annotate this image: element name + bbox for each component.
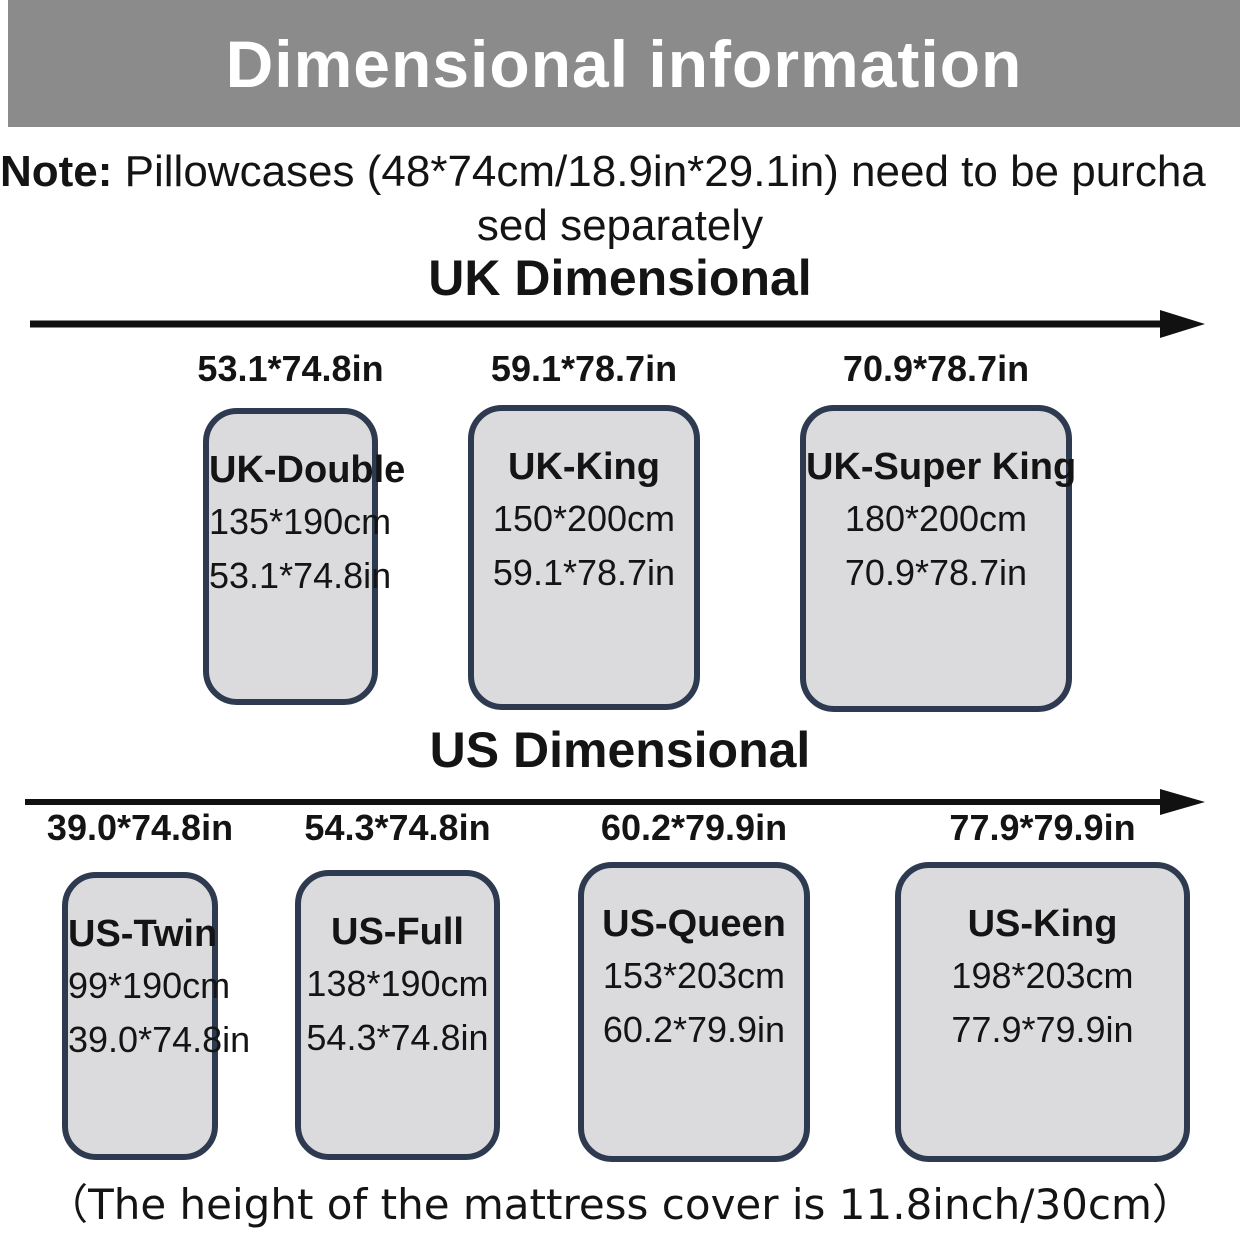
us-twin-size-label: 39.0*74.8in <box>46 807 234 848</box>
us-axis-arrow <box>25 789 1205 815</box>
us-section-title: US Dimensional <box>429 722 811 778</box>
us-queen-size-label: 60.2*79.9in <box>600 807 788 848</box>
note-text: Pillowcases (48*74cm/18.9in*29.1in) need… <box>112 147 1206 196</box>
uk-section-title: UK Dimensional <box>428 250 812 306</box>
us-twin-name: US-Twin <box>68 913 218 955</box>
us-full-cm: 138*190cm <box>306 963 489 1004</box>
us-full-box: US-Full 138*190cm 54.3*74.8in <box>295 870 500 1160</box>
uk-double-box: UK-Double 135*190cm 53.1*74.8in <box>203 408 406 705</box>
note-line-1: Note: Pillowcases (48*74cm/18.9in*29.1in… <box>0 146 1240 198</box>
us-king-inch: 77.9*79.9in <box>951 1009 1134 1050</box>
uk-king-name: UK-King <box>508 446 660 488</box>
uk-super-king-name: UK-Super King <box>806 446 1077 488</box>
us-queen-inch: 60.2*79.9in <box>602 1009 786 1050</box>
uk-super-king-size-label: 70.9*78.7in <box>842 348 1030 389</box>
uk-king-inch: 59.1*78.7in <box>492 552 676 593</box>
uk-super-king-cm: 180*200cm <box>844 498 1028 539</box>
page-title: Dimensional information <box>225 26 1023 101</box>
note-line-2: sed separately <box>476 201 764 250</box>
us-king-cm: 198*203cm <box>951 955 1134 996</box>
us-queen-name: US-Queen <box>602 903 786 945</box>
uk-double-size-label: 53.1*74.8in <box>197 348 384 389</box>
uk-double-inch: 53.1*74.8in <box>209 555 392 596</box>
us-full-size-label: 54.3*74.8in <box>304 807 491 848</box>
uk-king-size-label: 59.1*78.7in <box>490 348 678 389</box>
header-banner: Dimensional information <box>8 0 1240 127</box>
mattress-height-note: （The height of the mattress cover is 11.… <box>46 1180 1194 1229</box>
us-full-name: US-Full <box>331 911 464 953</box>
us-king-name: US-King <box>967 903 1118 945</box>
uk-super-king-box: UK-Super King 180*200cm 70.9*78.7in <box>800 405 1077 712</box>
uk-king-cm: 150*200cm <box>492 498 676 539</box>
uk-double-name: UK-Double <box>209 449 406 491</box>
uk-double-cm: 135*190cm <box>209 501 392 542</box>
uk-king-box: UK-King 150*200cm 59.1*78.7in <box>468 405 700 710</box>
us-twin-cm: 99*190cm <box>68 965 231 1006</box>
us-king-size-label: 77.9*79.9in <box>949 807 1136 848</box>
uk-axis-arrow <box>30 310 1205 338</box>
us-queen-box: US-Queen 153*203cm 60.2*79.9in <box>578 862 810 1162</box>
uk-super-king-inch: 70.9*78.7in <box>844 552 1028 593</box>
us-twin-inch: 39.0*74.8in <box>68 1019 251 1060</box>
us-king-box: US-King 198*203cm 77.9*79.9in <box>895 862 1190 1162</box>
note-prefix: Note: <box>0 147 113 196</box>
us-full-inch: 54.3*74.8in <box>306 1017 489 1058</box>
us-queen-cm: 153*203cm <box>602 955 786 996</box>
us-twin-box: US-Twin 99*190cm 39.0*74.8in <box>62 872 251 1160</box>
